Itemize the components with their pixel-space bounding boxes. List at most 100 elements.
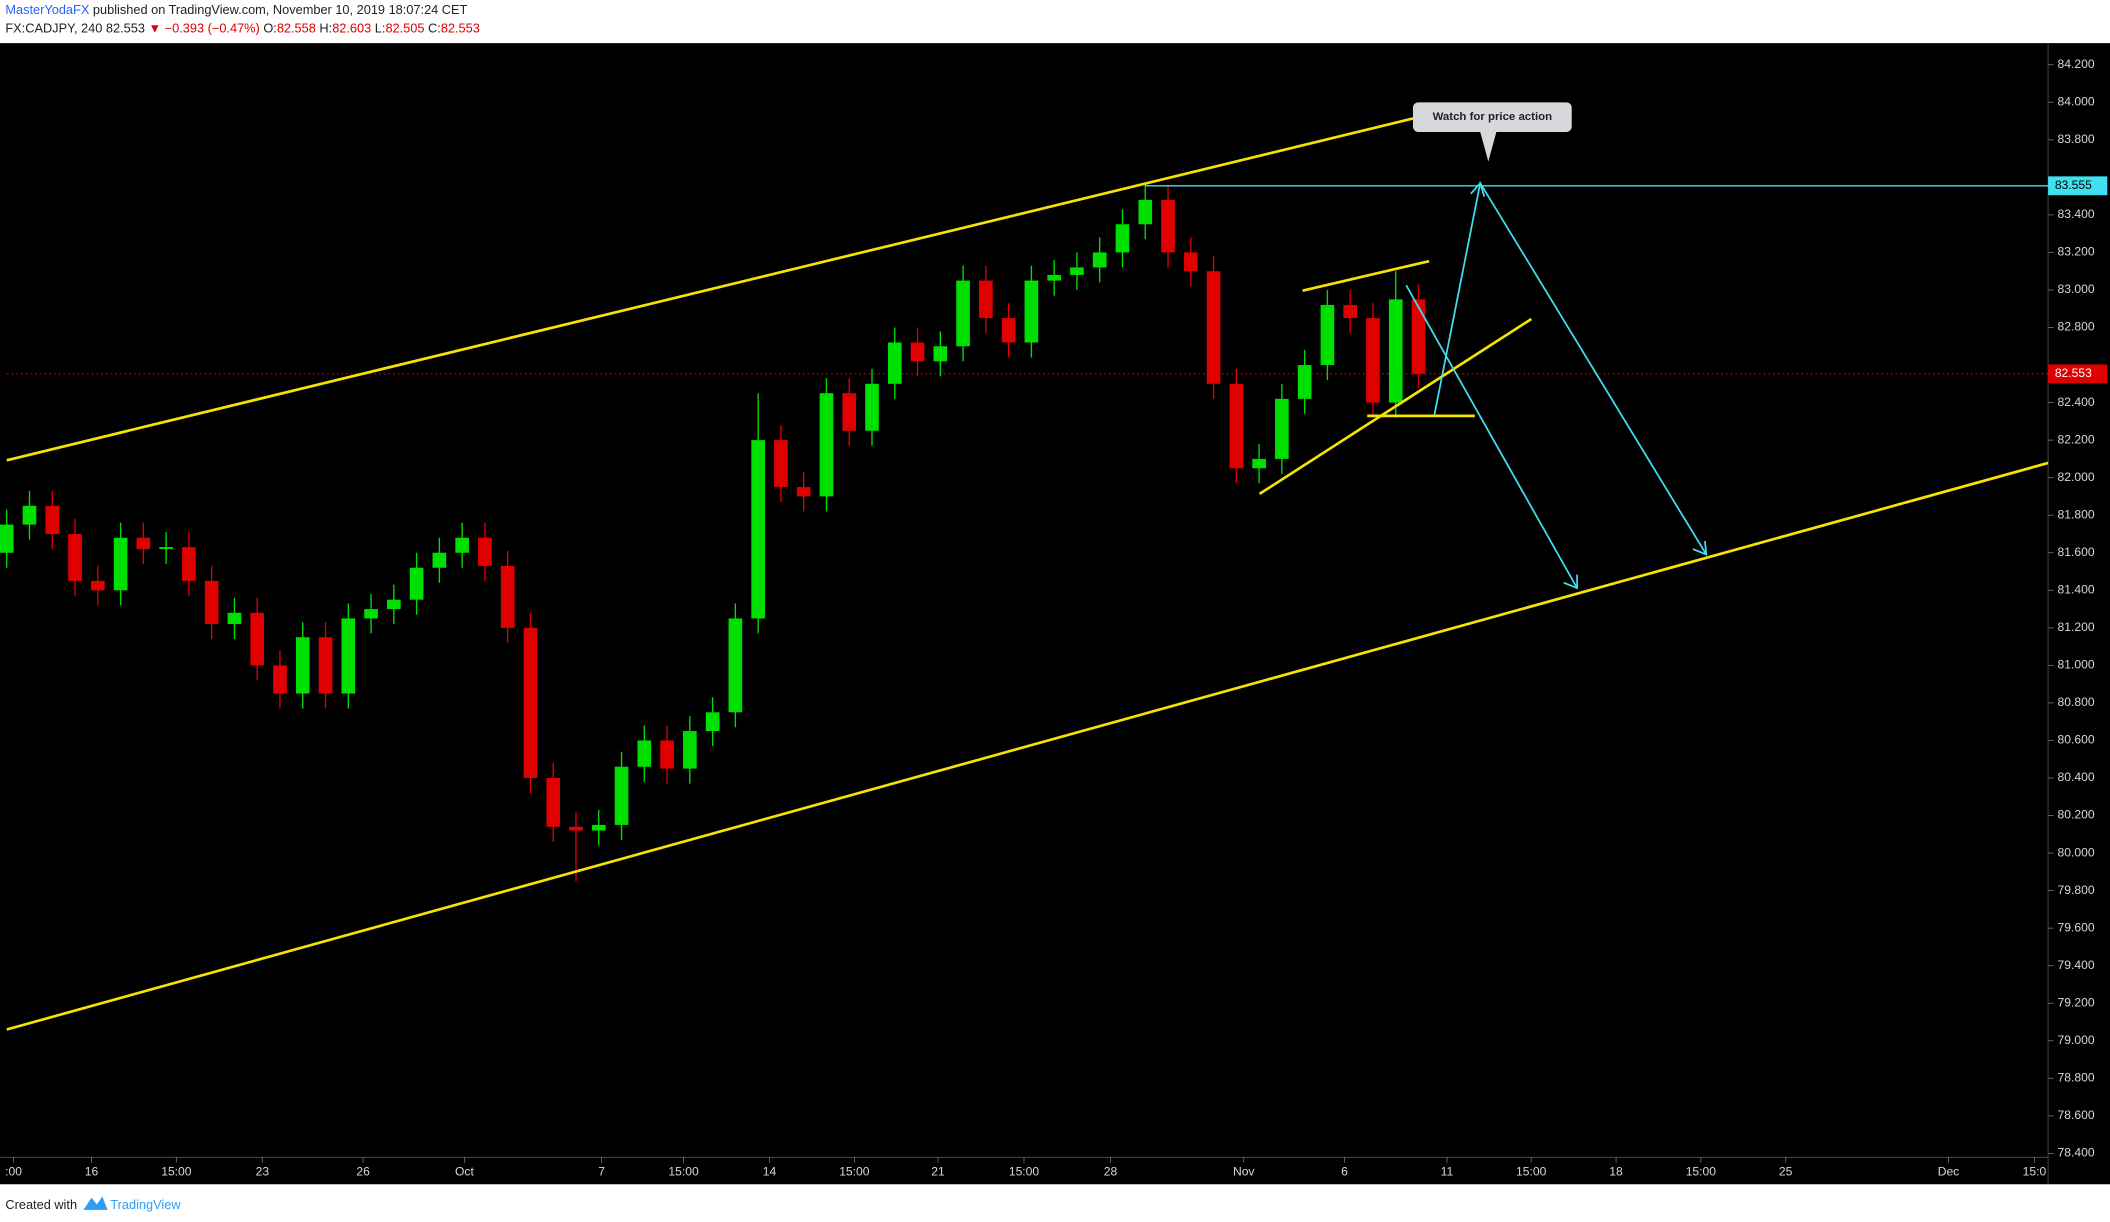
x-tick-label: 11 (1441, 1164, 1454, 1178)
candle-body (0, 524, 14, 553)
x-tick-label: Dec (1938, 1164, 1960, 1178)
candle-body (910, 342, 925, 362)
y-tick-label: 80.800 (2058, 695, 2095, 709)
candle-body (1092, 252, 1107, 268)
high: 82.603 (332, 21, 371, 36)
candle-body (705, 712, 720, 732)
y-tick-label: 80.000 (2058, 845, 2095, 859)
y-tick-label: 81.600 (2058, 545, 2095, 559)
rising-trendline[interactable] (1258, 317, 1533, 496)
candle-body (1138, 199, 1153, 225)
y-tick-label: 81.000 (2058, 658, 2095, 672)
candle-body (1411, 299, 1426, 374)
candle-body (546, 777, 561, 827)
candle-body (819, 393, 834, 497)
candle-body (1161, 199, 1175, 253)
low-label: L: (375, 21, 386, 36)
candle-body (1388, 299, 1403, 403)
candle-body (68, 533, 82, 581)
candle-body (273, 665, 287, 694)
x-tick-label: 15:00 (1686, 1164, 1717, 1178)
candle-body (478, 537, 492, 566)
candle-body (159, 547, 173, 549)
x-tick-label: 7 (598, 1164, 605, 1178)
candle-body (295, 637, 310, 694)
y-tick-label: 82.000 (2058, 470, 2095, 484)
candle-body (341, 618, 356, 694)
candle-body (1275, 398, 1289, 459)
header-line-1: MasterYodaFX published on TradingView.co… (5, 2, 467, 17)
close: 82.553 (441, 21, 480, 36)
price: 82.553 (106, 21, 145, 36)
candle-body (569, 826, 583, 831)
header-bar (0, 0, 2110, 44)
candle-body (614, 766, 629, 825)
projection-path[interactable] (1405, 284, 1578, 589)
x-tick-label: 23 (256, 1164, 270, 1178)
y-tick-label: 84.000 (2058, 94, 2095, 108)
candle-body (1001, 318, 1016, 343)
logo-icon (83, 1196, 108, 1210)
x-tick-label: 15:00 (668, 1164, 699, 1178)
last-price-tag (2048, 364, 2108, 384)
close-label: C: (428, 21, 441, 36)
y-tick-label: 81.800 (2058, 507, 2095, 521)
x-tick-label: 15:00 (839, 1164, 870, 1178)
footer-brand[interactable]: TradingView (110, 1197, 181, 1212)
y-tick-label: 79.800 (2058, 883, 2095, 897)
y-tick-label: 79.400 (2058, 958, 2095, 972)
candle-body (1297, 365, 1312, 399)
candle-body (1252, 458, 1266, 469)
y-tick-label: 83.400 (2058, 207, 2095, 221)
candle-body (774, 440, 788, 488)
y-tick-label: 78.400 (2058, 1146, 2095, 1160)
y-tick-label: 83.800 (2058, 132, 2095, 146)
footer-created: Created with (5, 1197, 77, 1212)
y-tick-label: 80.600 (2058, 733, 2095, 747)
candle-body (1366, 318, 1380, 403)
callout-box[interactable] (1412, 102, 1572, 132)
candle-body (728, 618, 743, 713)
y-tick-label: 79.200 (2058, 995, 2095, 1009)
x-tick-label: 18 (1609, 1164, 1623, 1178)
candle-body (1320, 304, 1335, 366)
last-price-label: 82.553 (2055, 366, 2092, 380)
flag-top[interactable] (1302, 259, 1430, 293)
candle-body (455, 537, 469, 553)
y-tick-label: 82.800 (2058, 320, 2095, 334)
candle-body (1206, 271, 1221, 384)
callout-text: Watch for price action (1433, 111, 1553, 123)
arrow-head (1563, 574, 1578, 590)
channel-bottom[interactable] (6, 461, 2049, 1031)
candle-body (660, 740, 674, 769)
y-tick-label: 82.200 (2058, 432, 2095, 446)
candle-body (683, 731, 697, 769)
channel-top[interactable] (6, 117, 1414, 462)
chart-background (0, 43, 2110, 1185)
x-tick-label: 15:00 (161, 1164, 192, 1178)
candle-body (591, 824, 606, 831)
candle-body (1229, 383, 1244, 469)
candle-body (637, 740, 652, 767)
candle-body (1183, 252, 1198, 272)
candle-body (523, 627, 538, 778)
author[interactable]: MasterYodaFX (5, 2, 89, 17)
y-tick-label: 80.400 (2058, 770, 2095, 784)
candle-body (796, 487, 811, 497)
candle-body (22, 505, 37, 525)
open: 82.558 (277, 21, 316, 36)
axes: 78.400 78.600 78.800 79.000 79.200 79.400 79.6… (5, 57, 2095, 1178)
candle-body (1115, 224, 1130, 253)
y-tick-label: 79.000 (2058, 1033, 2095, 1047)
arrow-head (1692, 540, 1708, 556)
x-tick-label: 21 (931, 1164, 945, 1178)
candle-body (1047, 274, 1062, 281)
candle-body (842, 393, 857, 431)
change: ▼ −0.393 (−0.47%) (148, 21, 259, 36)
candle-body (386, 599, 401, 610)
candle-body (865, 383, 879, 431)
y-tick-label: 81.200 (2058, 620, 2095, 634)
y-tick-label: 84.200 (2058, 57, 2095, 71)
candles (0, 184, 1426, 882)
